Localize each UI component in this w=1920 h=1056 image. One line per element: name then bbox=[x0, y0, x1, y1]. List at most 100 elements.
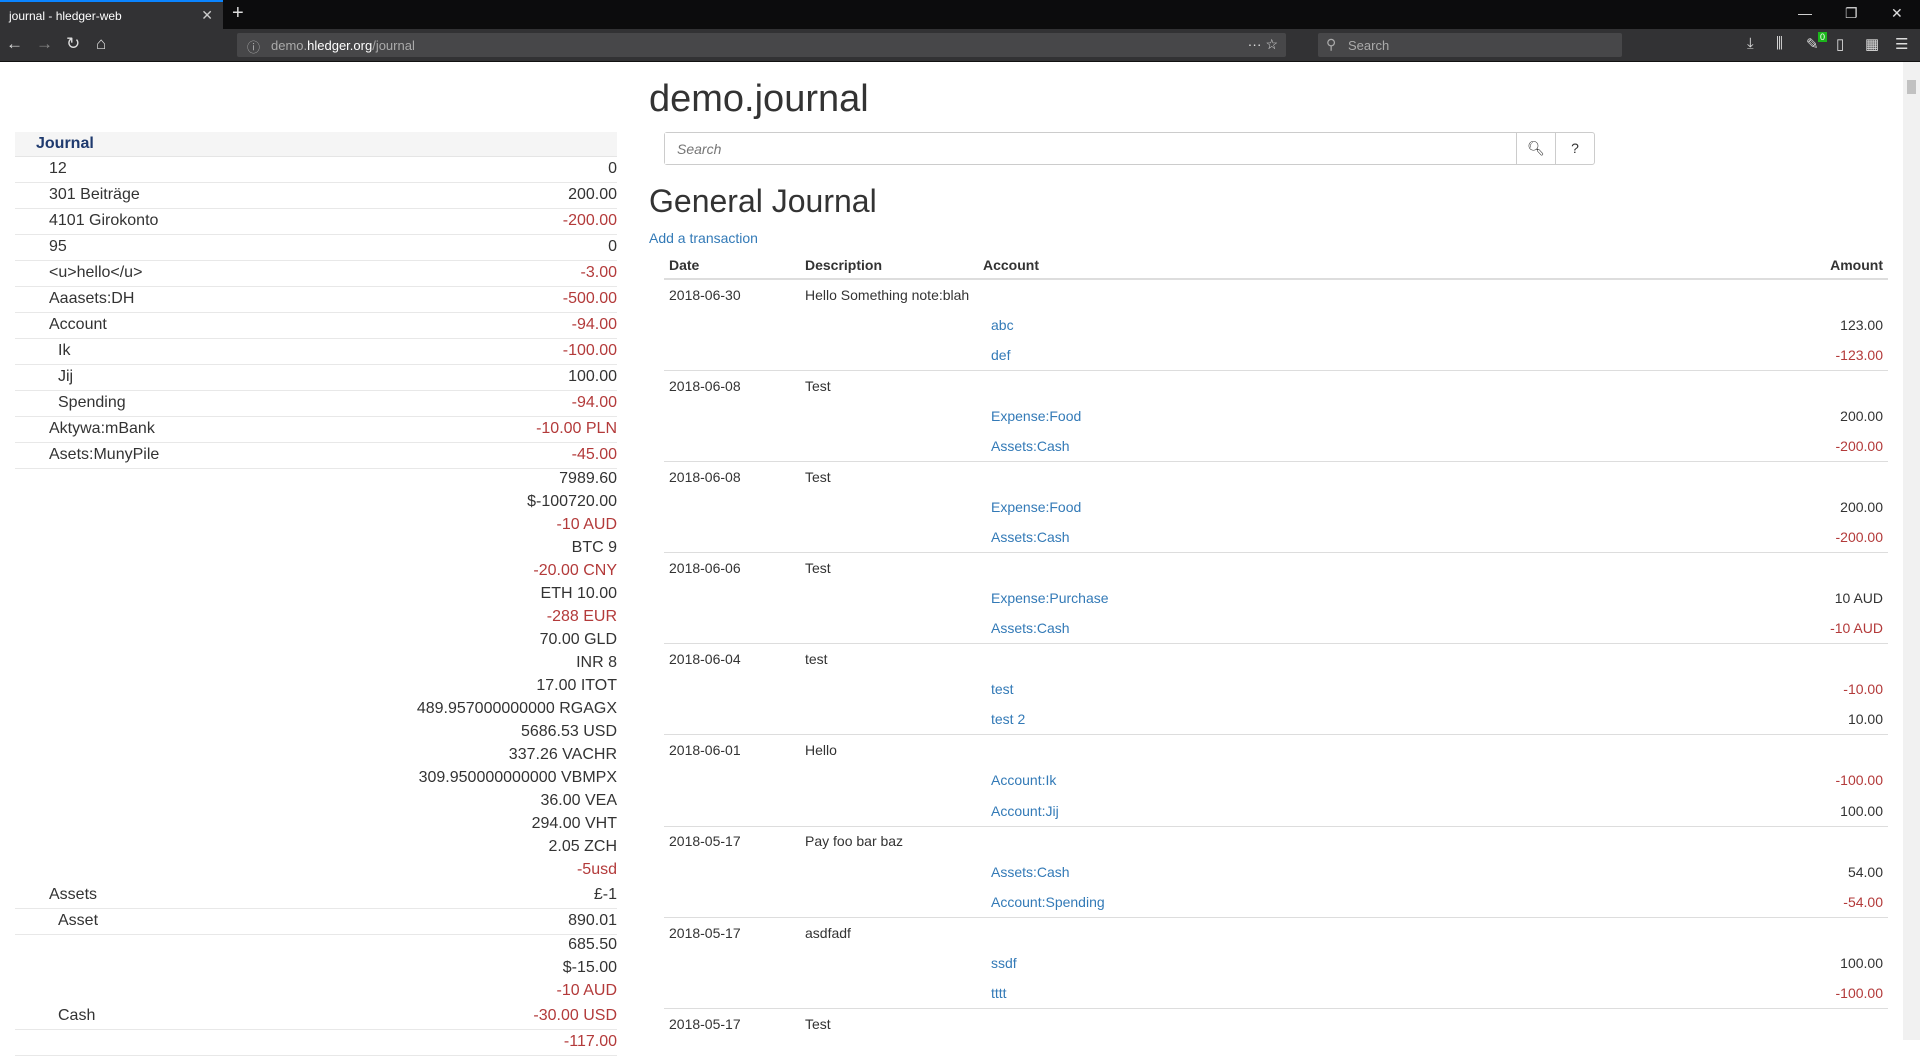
sidebar-row: BTC 9 bbox=[15, 538, 617, 561]
close-tab-icon[interactable]: ✕ bbox=[201, 7, 213, 23]
sidebar-account-link[interactable]: 4101 Girokonto bbox=[49, 212, 159, 229]
sidebar-account-link[interactable]: Account bbox=[49, 316, 107, 333]
sidebar-account-link[interactable]: <u>hello</u> bbox=[49, 264, 143, 281]
posting-row: abc 123.00 bbox=[664, 309, 1888, 339]
posting-amount: -54.00 bbox=[1599, 886, 1888, 918]
sidebar-amount: 890.01 bbox=[568, 912, 617, 929]
empty-cell bbox=[664, 948, 800, 978]
sidebar-account-link[interactable]: Asets:MunyPile bbox=[49, 446, 160, 463]
transaction-date: 2018-06-08 bbox=[669, 468, 741, 485]
col-description: Description bbox=[800, 252, 978, 280]
empty-cell bbox=[800, 401, 978, 431]
sidebar-account-link[interactable]: Asset bbox=[58, 912, 99, 929]
browser-search-placeholder: Search bbox=[1348, 38, 1390, 53]
sidebar-account-link[interactable]: Assets bbox=[49, 886, 98, 903]
empty-cell bbox=[1599, 279, 1888, 309]
empty-cell bbox=[978, 370, 1599, 400]
tab-journal[interactable]: journal - hledger-web ✕ bbox=[0, 0, 223, 29]
posting-account-link[interactable]: Expense:Food bbox=[991, 407, 1082, 424]
search-button[interactable]: 🔍︎ bbox=[1516, 133, 1555, 164]
scrollbar[interactable] bbox=[1903, 62, 1920, 1040]
posting-account-link[interactable]: tttt bbox=[978, 977, 1600, 1009]
posting-account-link[interactable]: test bbox=[991, 681, 1014, 698]
scrollbar-thumb[interactable] bbox=[1907, 80, 1916, 94]
sidebar-account-link[interactable]: 12 bbox=[49, 160, 67, 177]
download-icon[interactable]: ⤓ bbox=[1747, 35, 1754, 52]
menu-icon[interactable]: ☰ bbox=[1895, 36, 1909, 53]
transaction-date: 2018-05-17 bbox=[669, 833, 741, 850]
info-icon[interactable]: ⓘ bbox=[247, 40, 261, 55]
sidebar-row: Assets £-1 bbox=[15, 883, 617, 909]
posting-row: Expense:Food 200.00 bbox=[664, 401, 1888, 431]
restore-icon[interactable]: ❐ bbox=[1845, 5, 1858, 21]
posting-account-link[interactable]: Account:Spending bbox=[978, 886, 1600, 918]
help-button[interactable]: ? bbox=[1555, 133, 1594, 164]
sidebar-amount: £-1 bbox=[593, 886, 617, 903]
add-transaction-link[interactable]: Add a transaction bbox=[649, 230, 758, 246]
empty-cell bbox=[664, 401, 800, 431]
sidebar-amount: 36.00 VEA bbox=[540, 792, 618, 809]
sidebar-account-link[interactable]: Ik bbox=[58, 342, 71, 359]
close-window-icon[interactable]: ✕ bbox=[1891, 5, 1903, 21]
forward-icon[interactable]: → bbox=[36, 34, 53, 53]
sidebar-amount: -500.00 bbox=[562, 290, 617, 307]
minimize-icon[interactable]: — bbox=[1798, 5, 1812, 21]
sidebar-icon[interactable]: ▯ bbox=[1836, 36, 1845, 53]
posting-account-link[interactable]: Expense:Food bbox=[991, 498, 1082, 515]
transaction-date: 2018-06-01 bbox=[669, 742, 741, 759]
posting-account-link[interactable]: Assets:Cash bbox=[991, 863, 1070, 880]
sidebar-amount: 489.957000000000 RGAGX bbox=[416, 700, 617, 717]
col-account: Account bbox=[978, 252, 1600, 280]
posting-account-link[interactable]: Assets:Cash bbox=[978, 430, 1600, 462]
extension-icon[interactable]: ✎ bbox=[1806, 36, 1819, 53]
posting-account-link[interactable]: Expense:Purchase bbox=[991, 590, 1109, 607]
empty-cell bbox=[664, 795, 800, 827]
sidebar-amount: -3.00 bbox=[580, 264, 617, 281]
sidebar-account-link[interactable]: Aktywa:mBank bbox=[49, 420, 155, 437]
sidebar-amount: 337.26 VACHR bbox=[508, 746, 617, 763]
posting-account-link[interactable]: test 2 bbox=[978, 704, 1600, 736]
new-tab-icon[interactable]: + bbox=[232, 2, 244, 24]
url-bar[interactable]: ⓘ demo.hledger.org/journal ··· ☆ bbox=[237, 33, 1286, 57]
empty-cell bbox=[1599, 826, 1888, 856]
sidebar-account-link[interactable]: Spending bbox=[58, 394, 126, 411]
back-icon[interactable]: ← bbox=[6, 34, 23, 53]
posting-account-link[interactable]: abc bbox=[991, 316, 1014, 333]
posting-amount: 200.00 bbox=[1840, 498, 1883, 515]
page-actions-icon[interactable]: ··· ☆ bbox=[1247, 36, 1278, 52]
sidebar-account-link[interactable]: 95 bbox=[49, 238, 67, 255]
sidebar-account-link[interactable]: Aaasets:DH bbox=[49, 290, 135, 307]
sidebar-journal-link[interactable]: Journal bbox=[15, 132, 617, 157]
posting-row: Expense:Purchase 10 AUD bbox=[664, 583, 1888, 613]
posting-account-link[interactable]: Assets:Cash bbox=[978, 613, 1600, 645]
search-icon: ⚲ bbox=[1326, 36, 1337, 52]
sidebar-amount: $-15.00 bbox=[562, 959, 617, 976]
empty-cell bbox=[800, 430, 978, 462]
posting-account-link[interactable]: Account:Ik bbox=[991, 772, 1057, 789]
posting-account-link[interactable]: ssdf bbox=[991, 954, 1017, 971]
sidebar-account-link[interactable]: Jij bbox=[58, 368, 74, 385]
sidebar-row: 301 Beiträge 200.00 bbox=[15, 183, 617, 209]
library-icon[interactable]: ⫼ bbox=[1776, 35, 1783, 52]
sidebar-amount: 0 bbox=[608, 238, 617, 255]
transaction-date: 2018-06-06 bbox=[669, 559, 741, 576]
search-input[interactable] bbox=[665, 133, 1516, 164]
empty-cell bbox=[664, 886, 800, 918]
extension-badge: 0 bbox=[1818, 32, 1828, 42]
tab-title: journal - hledger-web bbox=[9, 9, 122, 23]
posting-account-link[interactable]: def bbox=[978, 339, 1600, 371]
browser-search[interactable]: ⚲ Search bbox=[1318, 33, 1622, 57]
posting-account-link[interactable]: Assets:Cash bbox=[978, 522, 1600, 554]
empty-cell bbox=[800, 977, 978, 1009]
home-icon[interactable]: ⌂ bbox=[96, 34, 107, 53]
posting-account-link[interactable]: Account:Jij bbox=[978, 795, 1600, 827]
sidebar-row: 7989.60 bbox=[15, 469, 617, 492]
sidebar-account-link[interactable]: 301 Beiträge bbox=[49, 186, 140, 203]
containers-icon[interactable]: ▦ bbox=[1865, 36, 1880, 53]
sidebar-account-link[interactable]: Cash bbox=[58, 1007, 96, 1024]
posting-amount: -200.00 bbox=[1599, 430, 1888, 462]
tab-bar: journal - hledger-web ✕ + — ❐ ✕ bbox=[0, 0, 1920, 29]
reload-icon[interactable]: ↻ bbox=[66, 34, 81, 53]
sidebar-row: 70.00 GLD bbox=[15, 630, 617, 653]
sidebar-amount: BTC 9 bbox=[571, 539, 617, 556]
